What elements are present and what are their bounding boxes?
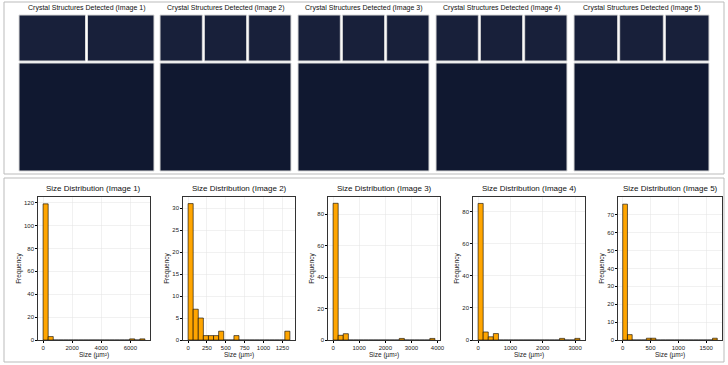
svg-text:20: 20	[607, 301, 614, 307]
svg-text:0: 0	[621, 345, 625, 351]
svg-text:Frequency: Frequency	[453, 252, 461, 283]
svg-text:40: 40	[607, 266, 614, 272]
svg-text:20: 20	[172, 249, 179, 255]
svg-text:25: 25	[172, 227, 179, 233]
svg-text:20: 20	[27, 314, 34, 320]
svg-text:250: 250	[202, 345, 213, 351]
svg-text:0: 0	[176, 337, 180, 343]
svg-text:1000: 1000	[257, 345, 271, 351]
svg-text:1000: 1000	[504, 345, 518, 351]
svg-text:0: 0	[476, 345, 480, 351]
svg-text:Crystal Structures Detected (I: Crystal Structures Detected (Image 2)	[167, 4, 285, 12]
svg-text:0: 0	[186, 345, 190, 351]
svg-text:Size (µm²): Size (µm²)	[514, 351, 544, 359]
svg-text:15: 15	[172, 271, 179, 277]
svg-text:Frequency: Frequency	[15, 252, 23, 283]
svg-text:3000: 3000	[405, 345, 419, 351]
svg-text:Frequency: Frequency	[598, 252, 606, 283]
svg-text:60: 60	[317, 243, 324, 249]
svg-text:0: 0	[31, 337, 35, 343]
svg-text:Size Distribution (Image 4): Size Distribution (Image 4)	[482, 184, 577, 193]
svg-text:Size Distribution (Image 3): Size Distribution (Image 3)	[337, 184, 432, 193]
svg-text:Size (µm²): Size (µm²)	[224, 351, 254, 359]
svg-text:80: 80	[27, 246, 34, 252]
svg-text:20: 20	[462, 305, 469, 311]
svg-text:500: 500	[221, 345, 232, 351]
svg-text:120: 120	[24, 200, 35, 206]
svg-text:1500: 1500	[699, 345, 713, 351]
svg-text:40: 40	[462, 273, 469, 279]
svg-text:20: 20	[317, 306, 324, 312]
svg-text:100: 100	[24, 223, 35, 229]
svg-text:40: 40	[27, 291, 34, 297]
svg-text:60: 60	[462, 241, 469, 247]
svg-text:80: 80	[317, 211, 324, 217]
svg-text:10: 10	[172, 293, 179, 299]
svg-text:Crystal Structures Detected (I: Crystal Structures Detected (Image 4)	[443, 4, 561, 12]
svg-text:0: 0	[466, 337, 470, 343]
svg-text:1250: 1250	[276, 345, 290, 351]
svg-text:2000: 2000	[379, 345, 393, 351]
svg-text:750: 750	[240, 345, 251, 351]
svg-text:Crystal Structures Detected (I: Crystal Structures Detected (Image 3)	[305, 4, 423, 12]
svg-text:Size Distribution (Image 2): Size Distribution (Image 2)	[192, 184, 287, 193]
svg-text:1000: 1000	[353, 345, 367, 351]
svg-text:Size Distribution (Image 1): Size Distribution (Image 1)	[46, 184, 141, 193]
svg-text:30: 30	[607, 283, 614, 289]
svg-text:0: 0	[611, 337, 615, 343]
svg-text:Size (µm²): Size (µm²)	[369, 351, 399, 359]
svg-text:4000: 4000	[431, 345, 445, 351]
svg-text:Frequency: Frequency	[163, 252, 171, 283]
svg-text:0: 0	[41, 345, 45, 351]
svg-text:3000: 3000	[568, 345, 582, 351]
svg-text:1000: 1000	[672, 345, 686, 351]
svg-text:10: 10	[607, 319, 614, 325]
svg-text:60: 60	[27, 268, 34, 274]
svg-text:Size (µm²): Size (µm²)	[79, 351, 109, 359]
svg-text:60: 60	[607, 230, 614, 236]
svg-text:5: 5	[176, 315, 180, 321]
svg-text:4000: 4000	[95, 345, 109, 351]
svg-text:Size (µm²): Size (µm²)	[655, 351, 685, 359]
svg-text:Size Distribution (Image 5): Size Distribution (Image 5)	[623, 184, 718, 193]
svg-text:30: 30	[172, 205, 179, 211]
svg-text:6000: 6000	[124, 345, 138, 351]
svg-text:2000: 2000	[66, 345, 80, 351]
svg-text:500: 500	[646, 345, 657, 351]
svg-text:Frequency: Frequency	[308, 252, 316, 283]
svg-text:0: 0	[331, 345, 335, 351]
svg-text:Crystal Structures Detected (I: Crystal Structures Detected (Image 1)	[28, 4, 146, 12]
svg-text:0: 0	[321, 337, 325, 343]
svg-text:80: 80	[462, 209, 469, 215]
svg-text:40: 40	[317, 274, 324, 280]
svg-text:70: 70	[607, 212, 614, 218]
svg-text:2000: 2000	[536, 345, 550, 351]
svg-text:50: 50	[607, 248, 614, 254]
svg-text:Crystal Structures Detected (I: Crystal Structures Detected (Image 5)	[583, 4, 701, 12]
